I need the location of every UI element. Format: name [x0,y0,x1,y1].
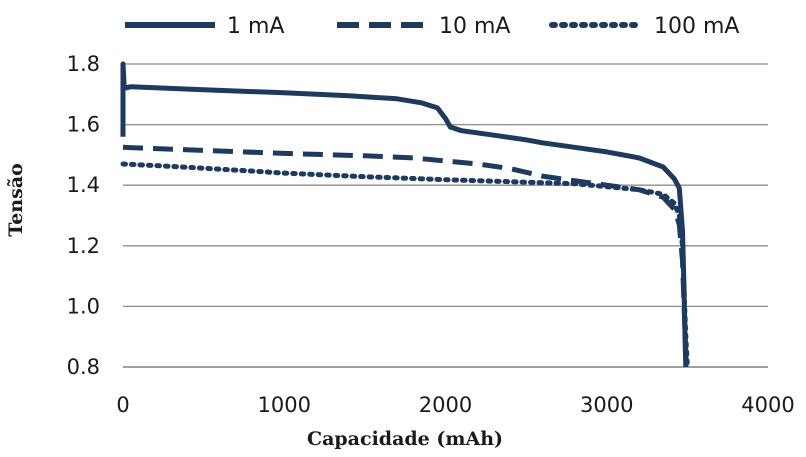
legend-label: 100 mA [654,14,739,39]
x-tick-label: 2000 [419,393,472,417]
y-axis-ticks: 0.8 1.0 1.2 1.4 1.6 1.8 [67,52,100,379]
y-tick-label: 1.6 [67,113,100,137]
y-tick-label: 1.4 [67,173,100,197]
legend-label: 1 mA [227,14,284,39]
y-tick-label: 1.8 [67,52,100,76]
y-tick-label: 0.8 [67,355,100,379]
legend: 1 mA 10 mA 100 mA [125,14,739,39]
y-tick-label: 1.0 [67,294,100,318]
x-tick-label: 0 [116,393,129,417]
y-tick-label: 1.2 [67,234,100,258]
legend-label: 10 mA [439,14,510,39]
x-tick-label: 4000 [741,393,794,417]
x-tick-label: 3000 [580,393,633,417]
x-axis-title: Capacidade (mAh) [307,428,503,450]
x-axis-ticks: 0 1000 2000 3000 4000 [116,393,794,417]
plot-area [120,61,690,370]
series-line [120,61,689,368]
y-axis-title: Tensão [5,163,27,237]
x-tick-label: 1000 [258,393,311,417]
series-line [120,161,690,370]
grid-lines [123,63,768,308]
